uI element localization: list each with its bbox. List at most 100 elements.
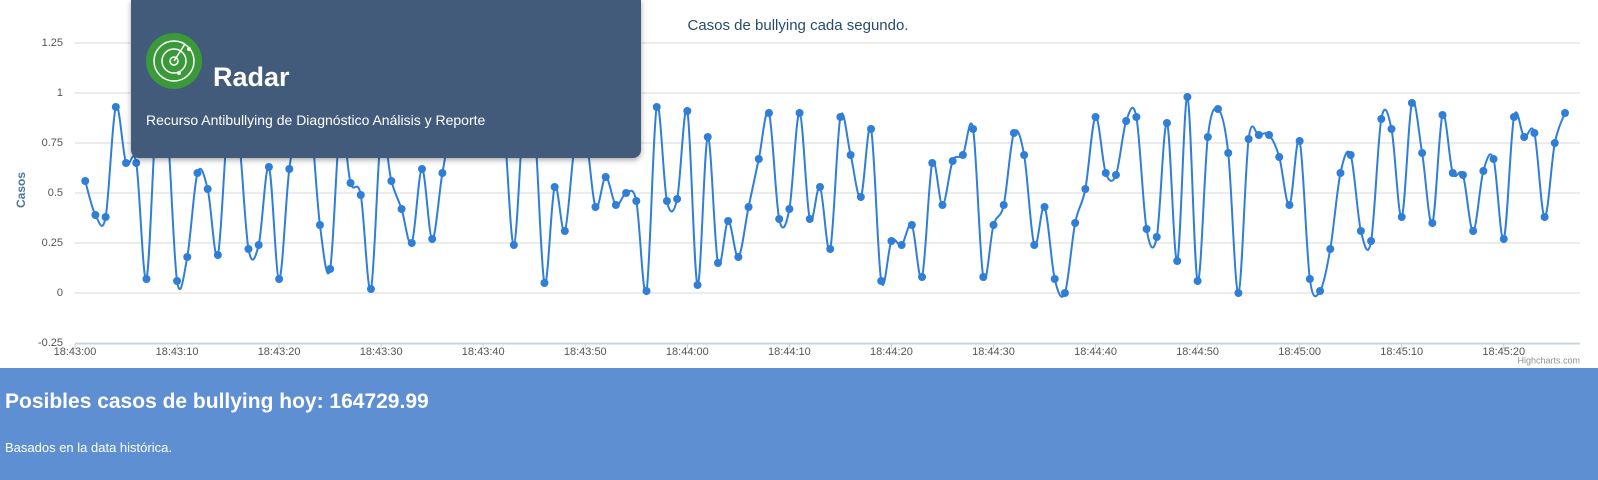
data-point bbox=[907, 221, 916, 229]
data-point bbox=[122, 159, 131, 167]
data-point bbox=[132, 159, 141, 167]
data-point bbox=[254, 241, 263, 249]
data-point bbox=[1101, 169, 1110, 177]
summary-note: Basados en la data histórica. bbox=[5, 440, 172, 455]
y-tick-label: 0 bbox=[57, 287, 63, 299]
data-point bbox=[1060, 289, 1069, 297]
data-point bbox=[1346, 151, 1355, 159]
data-point bbox=[1428, 219, 1437, 227]
data-point bbox=[1316, 287, 1325, 295]
x-tick-label: 18:44:10 bbox=[768, 346, 811, 358]
data-point bbox=[1469, 227, 1478, 235]
data-point bbox=[1234, 289, 1243, 297]
data-point bbox=[611, 201, 620, 209]
data-point bbox=[1091, 113, 1100, 121]
data-point bbox=[1030, 241, 1039, 249]
data-point bbox=[1448, 169, 1457, 177]
x-tick-label: 18:44:20 bbox=[870, 346, 913, 358]
data-point bbox=[244, 245, 253, 253]
data-point bbox=[642, 287, 651, 295]
data-point bbox=[754, 155, 763, 163]
data-point bbox=[417, 165, 426, 173]
data-point bbox=[1224, 149, 1233, 157]
x-tick-label: 18:43:00 bbox=[54, 346, 97, 358]
data-point bbox=[673, 195, 682, 203]
data-point bbox=[591, 203, 600, 211]
data-point bbox=[1305, 275, 1314, 283]
data-point bbox=[948, 157, 957, 165]
data-point bbox=[275, 275, 284, 283]
data-point bbox=[805, 215, 814, 223]
data-point bbox=[744, 203, 753, 211]
y-tick-label: -0.25 bbox=[38, 337, 63, 349]
data-point bbox=[213, 251, 222, 259]
data-point bbox=[540, 279, 549, 287]
data-point bbox=[683, 107, 692, 115]
data-point bbox=[775, 215, 784, 223]
data-point bbox=[91, 211, 100, 219]
data-point bbox=[1244, 135, 1253, 143]
data-point bbox=[366, 285, 375, 293]
header-panel: Radar Recurso Antibullying de Diagnóstic… bbox=[131, 0, 641, 158]
data-point bbox=[1295, 137, 1304, 145]
data-point bbox=[438, 169, 447, 177]
data-point bbox=[1254, 131, 1263, 139]
data-point bbox=[958, 151, 967, 159]
data-point bbox=[703, 133, 712, 141]
data-point bbox=[101, 213, 110, 221]
data-point bbox=[1458, 171, 1467, 179]
data-point bbox=[1275, 153, 1284, 161]
data-point bbox=[326, 265, 335, 273]
data-point bbox=[795, 109, 804, 117]
data-point bbox=[1418, 149, 1427, 157]
data-point bbox=[183, 253, 192, 261]
data-point bbox=[1285, 201, 1294, 209]
data-point bbox=[264, 163, 273, 171]
data-point bbox=[785, 205, 794, 213]
x-tick-label: 18:43:20 bbox=[258, 346, 301, 358]
data-point bbox=[846, 151, 855, 159]
data-point bbox=[836, 113, 845, 121]
summary-title: Posibles casos de bullying hoy: 164729.9… bbox=[5, 390, 429, 413]
data-point bbox=[1122, 117, 1131, 125]
data-point bbox=[1367, 237, 1376, 245]
data-point bbox=[1561, 109, 1569, 117]
data-point bbox=[1387, 125, 1396, 133]
x-tick-label: 18:44:00 bbox=[666, 346, 709, 358]
data-point bbox=[1081, 185, 1090, 193]
summary-banner: Posibles casos de bullying hoy: 164729.9… bbox=[0, 368, 1598, 480]
x-tick-label: 18:44:30 bbox=[972, 346, 1015, 358]
data-point bbox=[693, 281, 702, 289]
data-point bbox=[1509, 113, 1518, 121]
data-point bbox=[652, 103, 661, 111]
y-axis-title: Casos bbox=[14, 172, 28, 208]
data-point bbox=[81, 177, 90, 185]
data-point bbox=[999, 201, 1008, 209]
x-tick-label: 18:45:00 bbox=[1278, 346, 1321, 358]
data-point bbox=[826, 245, 835, 253]
data-point bbox=[724, 217, 733, 225]
data-point bbox=[1326, 245, 1335, 253]
credits: Highcharts.com bbox=[1517, 355, 1580, 365]
data-point bbox=[1438, 111, 1447, 119]
data-point bbox=[1397, 213, 1406, 221]
data-point bbox=[816, 183, 824, 191]
data-point bbox=[622, 189, 631, 197]
data-point bbox=[428, 235, 437, 243]
x-tick-label: 18:43:10 bbox=[156, 346, 199, 358]
x-tick-label: 18:43:30 bbox=[360, 346, 403, 358]
data-point bbox=[877, 277, 886, 285]
data-point bbox=[315, 221, 324, 229]
x-tick-label: 18:44:40 bbox=[1074, 346, 1117, 358]
data-point bbox=[1550, 139, 1559, 147]
data-point bbox=[1479, 167, 1488, 175]
data-point bbox=[1152, 233, 1161, 241]
data-point bbox=[938, 201, 947, 209]
data-point bbox=[285, 165, 294, 173]
data-point bbox=[662, 197, 671, 205]
data-point bbox=[356, 191, 365, 199]
y-tick-label: 1 bbox=[57, 87, 63, 99]
data-point bbox=[1203, 133, 1212, 141]
data-point bbox=[979, 273, 988, 281]
